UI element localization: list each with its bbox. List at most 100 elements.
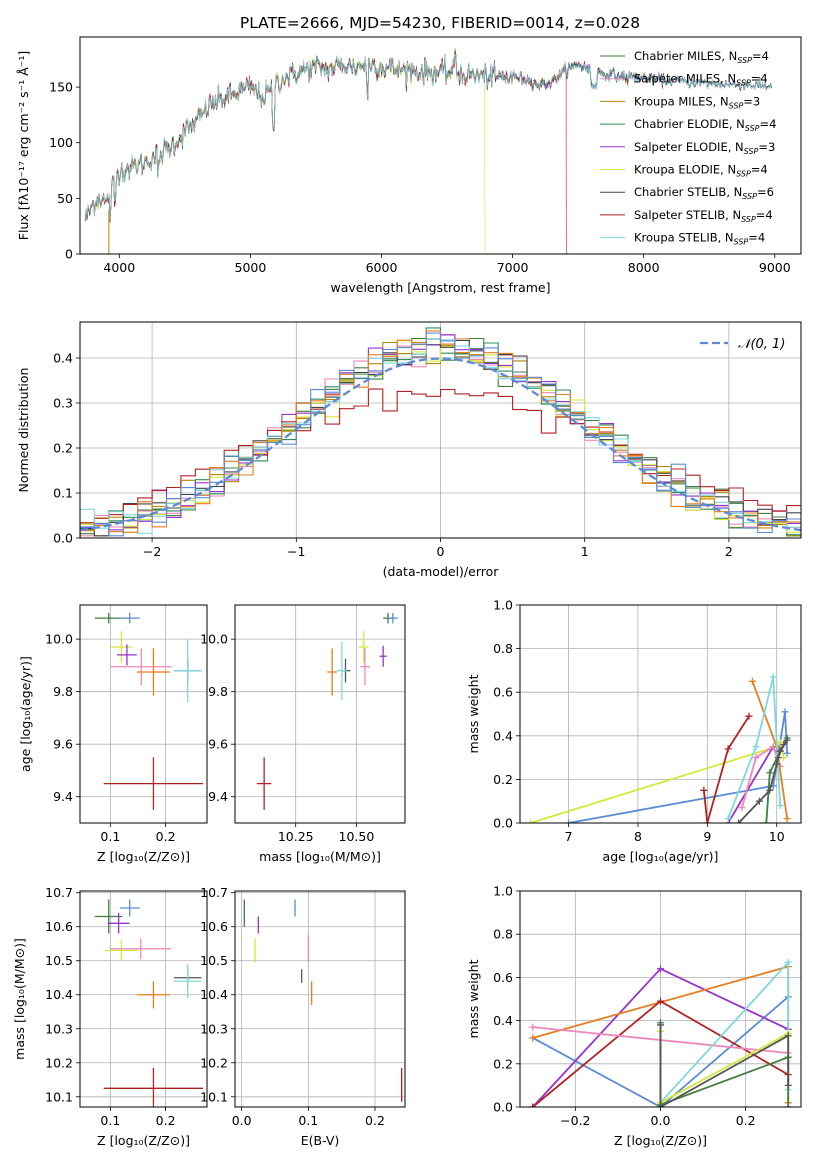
x-tick-label: 0.0 bbox=[232, 1113, 252, 1128]
weight-marker bbox=[724, 745, 732, 753]
panel-residuals: −2 −1 0 1 2 0.0 0.1 0.2 0.3 0.4 (data-model)/error… bbox=[16, 321, 802, 579]
y-tick-label: 10.6 bbox=[45, 919, 73, 934]
legend-label-8: Kroupa STELIB, NSSP=4 bbox=[634, 231, 765, 247]
y-tick-label: 0.0 bbox=[53, 531, 73, 546]
axes-frame bbox=[79, 604, 208, 824]
spectrum-legend: Chabrier MILES, NSSP=4 Salpeter MILES, NS… bbox=[600, 49, 776, 247]
x-tick-label: 0.2 bbox=[156, 1113, 176, 1128]
x-tick-label: 0.1 bbox=[100, 829, 120, 844]
x-axis-label: (data-model)/error bbox=[383, 564, 500, 579]
weight-marker bbox=[657, 965, 664, 973]
y-tick-label: 1.0 bbox=[493, 884, 513, 899]
x-tick-label: 8000 bbox=[628, 260, 660, 275]
x-tick-label: −2 bbox=[143, 544, 161, 559]
axes-frame bbox=[519, 604, 802, 824]
y-tick-label: 9.8 bbox=[53, 684, 73, 699]
x-tick-label: 0.2 bbox=[365, 1113, 385, 1128]
y-tick-label: 0.6 bbox=[493, 970, 513, 985]
x-tick-label: 10.50 bbox=[339, 829, 375, 844]
y-tick-label: 9.4 bbox=[208, 789, 228, 804]
weight-line-2 bbox=[703, 715, 750, 823]
histogram-7 bbox=[80, 388, 801, 538]
weight-marker bbox=[784, 958, 792, 966]
y-tick-label: 0.3 bbox=[53, 396, 73, 411]
weight-marker bbox=[657, 1103, 664, 1107]
y-tick-label: 1.0 bbox=[493, 598, 513, 613]
y-axis-label: mass weight bbox=[466, 959, 481, 1038]
y-tick-label: 100 bbox=[49, 135, 73, 150]
x-axis-label: age [log₁₀(age/yr)] bbox=[603, 849, 719, 864]
y-tick-label: 0.2 bbox=[493, 1056, 513, 1071]
legend-label-3: Chabrier ELODIE, NSSP=4 bbox=[634, 117, 776, 133]
y-tick-label: 10.0 bbox=[200, 632, 228, 647]
y-tick-label: 0.4 bbox=[53, 351, 73, 366]
panel-mass-vs-ebv: 0.0 0.1 0.2 10.1 10.2 10.3 10.4 10.5 10.6 10.7 E(B… bbox=[200, 885, 406, 1148]
x-tick-label: 6000 bbox=[366, 260, 398, 275]
weight-marker bbox=[776, 802, 784, 810]
weight-marker bbox=[657, 1021, 664, 1029]
weight-marker bbox=[783, 736, 791, 744]
panel-age-vs-Z: 0.1 0.2 9.4 9.6 9.8 10.0 Z [log₁₀(Z/Z⊙)] age [l… bbox=[18, 604, 208, 864]
weight-marker bbox=[781, 708, 789, 716]
y-tick-label: 150 bbox=[49, 80, 73, 95]
y-tick-label: 10.5 bbox=[45, 953, 73, 968]
x-axis-label: Z [log₁₀(Z/Z⊙)] bbox=[97, 849, 190, 864]
y-tick-label: 10.3 bbox=[45, 1021, 73, 1036]
y-tick-label: 10.0 bbox=[45, 632, 73, 647]
y-tick-label: 0.2 bbox=[493, 772, 513, 787]
figure-title: PLATE=2666, MJD=54230, FIBERID=0014, z=0… bbox=[240, 14, 640, 32]
panel-weight-vs-Z: −0.2 0.0 0.2 0.0 0.2 0.4 0.6 0.8 1.0 Z [log₁₀(Z/Z… bbox=[466, 884, 802, 1148]
x-axis-label: wavelength [Angstrom, rest frame] bbox=[330, 280, 550, 295]
legend-label-4: Salpeter ELODIE, NSSP=3 bbox=[634, 140, 775, 156]
x-tick-label: 0.1 bbox=[100, 1113, 120, 1128]
y-tick-label: 10.2 bbox=[45, 1055, 73, 1070]
plot-area-age-vs-mass bbox=[235, 605, 405, 823]
spectrum-line-7 bbox=[84, 52, 567, 254]
y-tick-label: 0.0 bbox=[493, 1100, 513, 1115]
weight-marker bbox=[783, 815, 791, 823]
plot-area-mass-vs-ebv bbox=[235, 891, 405, 1107]
axes-frame bbox=[79, 890, 208, 1108]
weight-line-6 bbox=[727, 676, 782, 819]
y-axis-label: mass [log₁₀(M/M⊙)] bbox=[12, 938, 27, 1060]
y-tick-label: 10.3 bbox=[200, 1021, 228, 1036]
axes-frame bbox=[519, 890, 802, 1108]
x-tick-label: 0.1 bbox=[298, 1113, 318, 1128]
weight-marker bbox=[784, 1081, 792, 1089]
weight-marker bbox=[724, 815, 732, 823]
weight-line-8 bbox=[737, 739, 788, 823]
x-tick-label: 7000 bbox=[497, 260, 529, 275]
panel-age-vs-mass: 10.25 10.50 9.4 9.6 9.8 10.0 mass [log₁₀(M/M⊙)… bbox=[200, 604, 406, 864]
weight-line-8 bbox=[659, 1024, 790, 1107]
axes-frame bbox=[234, 604, 406, 824]
plot-area-mass-vs-Z bbox=[80, 891, 207, 1107]
plot-area-weight-vs-age bbox=[520, 605, 801, 823]
x-tick-label: 9 bbox=[703, 829, 711, 844]
x-tick-label: 10 bbox=[769, 829, 785, 844]
x-tick-label: 5000 bbox=[235, 260, 267, 275]
weight-marker bbox=[657, 997, 664, 1005]
weight-marker bbox=[769, 673, 777, 681]
weight-line-0 bbox=[568, 711, 788, 823]
weight-marker bbox=[776, 747, 784, 755]
x-tick-label: 0.0 bbox=[651, 1113, 671, 1128]
y-tick-label: 10.5 bbox=[200, 953, 228, 968]
weight-marker bbox=[784, 1032, 792, 1040]
weight-marker bbox=[784, 1103, 792, 1107]
y-tick-label: 10.6 bbox=[200, 919, 228, 934]
legend-label-1: Salpeter MILES, NSSP=4 bbox=[634, 72, 768, 88]
y-tick-label: 0.4 bbox=[493, 1013, 513, 1028]
weight-marker bbox=[745, 712, 753, 720]
plot-area-age-vs-Z bbox=[80, 605, 207, 823]
x-tick-label: −0.2 bbox=[560, 1113, 590, 1128]
plot-area-residuals bbox=[80, 322, 801, 538]
y-tick-label: 10.4 bbox=[45, 987, 73, 1002]
y-tick-label: 0.1 bbox=[53, 486, 73, 501]
weight-marker bbox=[755, 797, 763, 805]
x-axis-label: mass [log₁₀(M/M⊙)] bbox=[259, 849, 381, 864]
x-tick-label: 4000 bbox=[103, 260, 135, 275]
panel-weight-vs-age: 7 8 9 10 0.0 0.2 0.4 0.6 0.8 1.0 age [log₁₀(age/yr… bbox=[466, 598, 802, 864]
y-tick-label: 0.6 bbox=[493, 685, 513, 700]
x-tick-label: −1 bbox=[287, 544, 305, 559]
x-tick-label: 10.25 bbox=[278, 829, 314, 844]
